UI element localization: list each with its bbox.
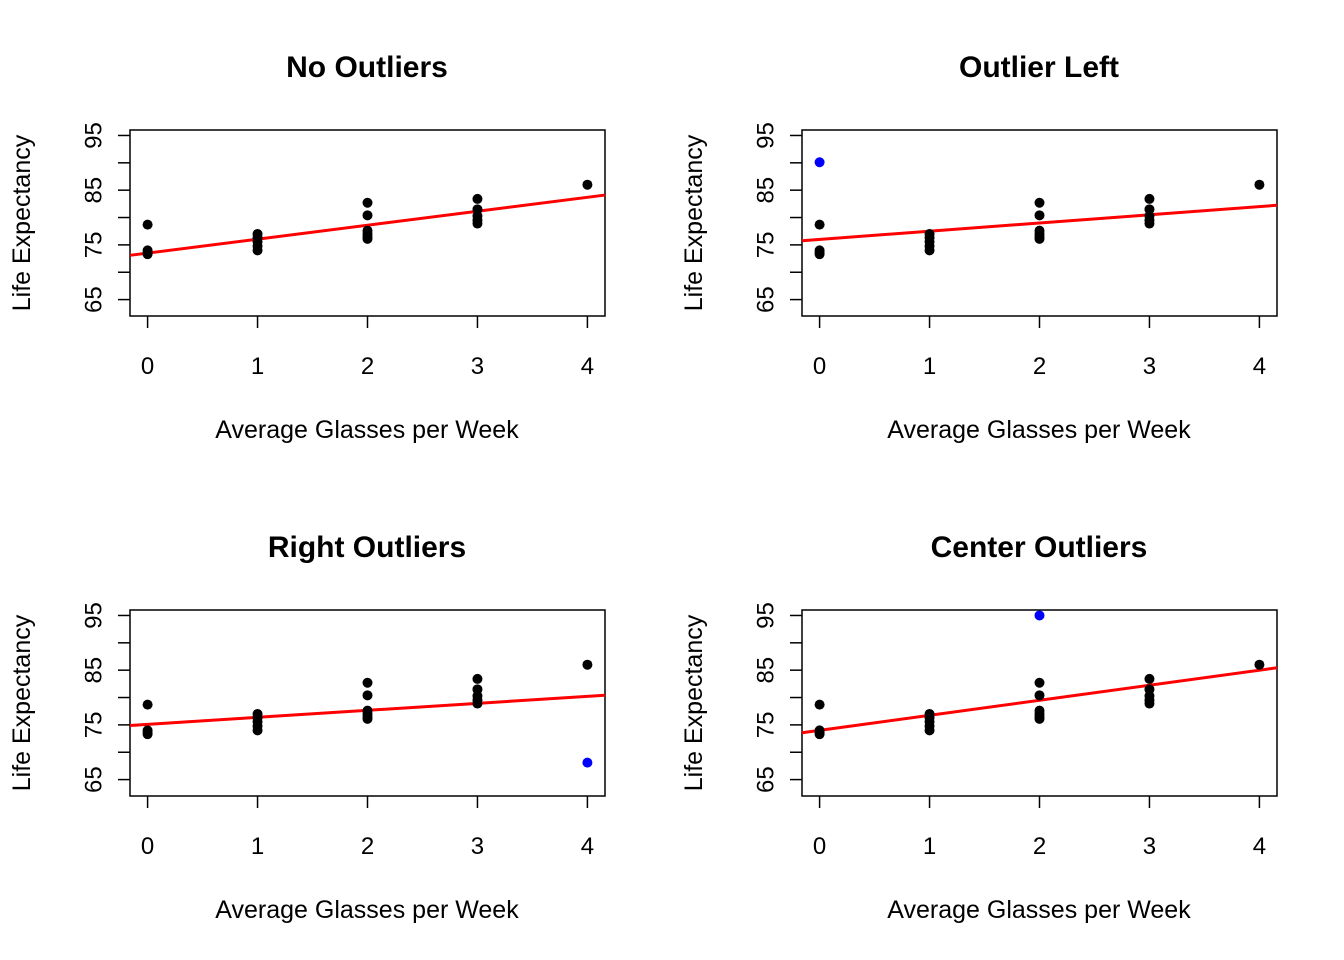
y-tick-label: 65 xyxy=(753,766,780,793)
x-tick-label: 1 xyxy=(923,833,936,860)
x-tick-label: 4 xyxy=(1253,353,1266,380)
x-tick-label: 1 xyxy=(923,353,936,380)
outlier-point xyxy=(582,757,593,768)
y-tick-label: 65 xyxy=(81,766,108,793)
data-point xyxy=(252,245,263,256)
data-point xyxy=(814,729,825,740)
data-point xyxy=(362,677,373,688)
data-point xyxy=(814,219,825,230)
x-tick-label: 4 xyxy=(581,833,594,860)
data-point xyxy=(252,725,263,736)
data-point xyxy=(142,699,153,710)
x-tick-label: 2 xyxy=(1033,833,1046,860)
panel-center-outliers: Center Outliers Average Glasses per Week… xyxy=(680,531,1278,924)
data-point xyxy=(1144,218,1155,229)
y-tick-label: 75 xyxy=(81,712,108,739)
panel-title: Outlier Left xyxy=(959,51,1119,84)
data-point xyxy=(472,673,483,684)
outlier-point xyxy=(814,157,825,168)
data-point xyxy=(362,210,373,221)
data-point xyxy=(1254,179,1265,190)
x-tick-label: 2 xyxy=(1033,353,1046,380)
data-point xyxy=(472,218,483,229)
y-tick-label: 95 xyxy=(753,122,780,149)
x-tick-label: 3 xyxy=(1143,833,1156,860)
data-point xyxy=(814,699,825,710)
x-tick-label: 3 xyxy=(1143,353,1156,380)
x-tick-label: 0 xyxy=(813,353,826,380)
data-point xyxy=(472,193,483,204)
x-tick-label: 3 xyxy=(471,353,484,380)
y-tick-label: 85 xyxy=(753,657,780,684)
data-point xyxy=(142,249,153,260)
x-tick-label: 0 xyxy=(141,353,154,380)
data-point xyxy=(1034,233,1045,244)
y-tick-label: 75 xyxy=(753,712,780,739)
regression-line xyxy=(801,203,1278,243)
data-point xyxy=(1034,197,1045,208)
data-point xyxy=(1144,673,1155,684)
data-point xyxy=(1034,677,1045,688)
panel-title: No Outliers xyxy=(286,51,448,84)
data-point xyxy=(1144,698,1155,709)
data-point xyxy=(582,659,593,670)
y-tick-label: 65 xyxy=(81,286,108,313)
y-tick-label: 75 xyxy=(81,232,108,259)
data-point xyxy=(142,729,153,740)
y-axis-label: Life Expectancy xyxy=(8,134,36,311)
data-point xyxy=(362,233,373,244)
x-axis-label: Average Glasses per Week xyxy=(887,896,1191,924)
y-tick-label: 95 xyxy=(753,602,780,629)
data-point xyxy=(924,245,935,256)
y-axis-label: Life Expectancy xyxy=(680,134,708,311)
x-tick-label: 3 xyxy=(471,833,484,860)
x-axis-label: Average Glasses per Week xyxy=(215,896,519,924)
data-point xyxy=(142,219,153,230)
x-tick-label: 4 xyxy=(581,353,594,380)
panel-title: Center Outliers xyxy=(931,531,1148,564)
data-point xyxy=(582,179,593,190)
x-tick-label: 4 xyxy=(1253,833,1266,860)
data-point xyxy=(1034,210,1045,221)
plot-area: 0 1 2 3 4 65 75 85 95 xyxy=(81,122,606,380)
x-axis-label: Average Glasses per Week xyxy=(215,416,519,444)
panel-outlier-left: Outlier Left Average Glasses per Week Li… xyxy=(680,51,1278,444)
data-point xyxy=(362,713,373,724)
y-tick-label: 95 xyxy=(81,602,108,629)
x-tick-label: 1 xyxy=(251,833,264,860)
regression-line xyxy=(129,193,606,257)
plot-area: 0 1 2 3 4 65 75 85 95 xyxy=(81,602,606,860)
data-point xyxy=(1034,713,1045,724)
outlier-point xyxy=(1034,610,1045,621)
data-point xyxy=(1144,193,1155,204)
x-tick-label: 1 xyxy=(251,353,264,380)
panel-no-outliers: No Outliers Average Glasses per Week Lif… xyxy=(8,51,606,444)
x-tick-label: 2 xyxy=(361,833,374,860)
x-tick-label: 2 xyxy=(361,353,374,380)
data-point xyxy=(362,197,373,208)
x-tick-label: 0 xyxy=(141,833,154,860)
y-tick-label: 85 xyxy=(753,177,780,204)
data-point xyxy=(1254,659,1265,670)
panel-right-outliers: Right Outliers Average Glasses per Week … xyxy=(8,531,606,924)
y-tick-label: 85 xyxy=(81,177,108,204)
data-point xyxy=(362,690,373,701)
plot-area: 0 1 2 3 4 65 75 85 95 xyxy=(753,602,1278,860)
y-axis-label: Life Expectancy xyxy=(8,614,36,791)
x-tick-label: 0 xyxy=(813,833,826,860)
data-point xyxy=(472,698,483,709)
data-point xyxy=(924,725,935,736)
y-axis-label: Life Expectancy xyxy=(680,614,708,791)
y-tick-label: 65 xyxy=(753,286,780,313)
x-axis-label: Average Glasses per Week xyxy=(887,416,1191,444)
y-tick-label: 75 xyxy=(753,232,780,259)
plot-area: 0 1 2 3 4 65 75 85 95 xyxy=(753,122,1278,380)
y-tick-label: 95 xyxy=(81,122,108,149)
panel-title: Right Outliers xyxy=(268,531,466,564)
y-tick-label: 85 xyxy=(81,657,108,684)
data-point xyxy=(814,249,825,260)
data-point xyxy=(1034,690,1045,701)
